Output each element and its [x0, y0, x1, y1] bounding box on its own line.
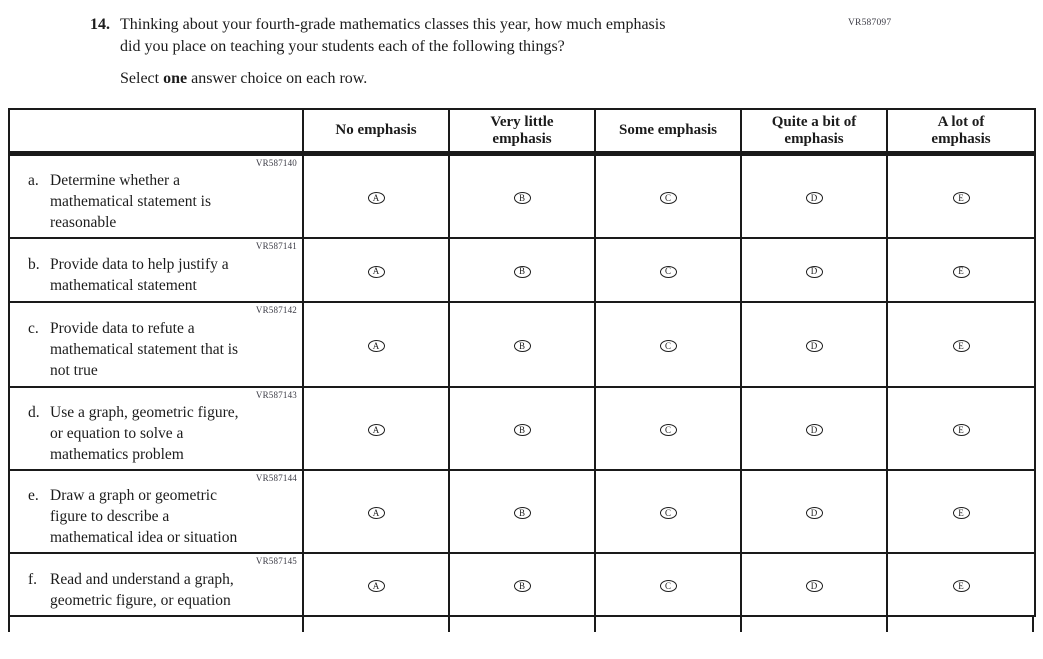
- table-row-d: VR587143 d. Use a graph, geometric figure…: [10, 388, 1034, 471]
- answer-bubble-f-E[interactable]: E: [952, 580, 970, 592]
- answer-bubble-c-C[interactable]: C: [659, 340, 677, 352]
- question-block: 14. Thinking about your fourth-grade mat…: [90, 14, 830, 58]
- answer-bubble-a-D[interactable]: D: [805, 192, 823, 204]
- row-code-e: VR587144: [255, 473, 297, 483]
- table-row-e: VR587144 e. Draw a graph or geometric fig…: [10, 471, 1034, 554]
- answer-bubble-e-A[interactable]: A: [367, 507, 385, 519]
- row-text-f: Read and understand a graph, geometric f…: [50, 570, 234, 609]
- answer-bubble-a-E[interactable]: E: [952, 192, 970, 204]
- table-row-a: VR587140 a. Determine whether a mathemati…: [10, 156, 1034, 239]
- answer-bubble-d-B[interactable]: B: [513, 424, 531, 436]
- answer-bubble-f-C[interactable]: C: [659, 580, 677, 592]
- column-header-a-lot: A lot of emphasis: [888, 110, 1034, 153]
- question-number: 14.: [90, 16, 110, 33]
- answer-bubble-a-C[interactable]: C: [659, 192, 677, 204]
- answer-bubble-c-D[interactable]: D: [805, 340, 823, 352]
- answer-bubble-c-A[interactable]: A: [367, 340, 385, 352]
- row-label-b: VR587141 b. Provide data to help justify …: [10, 239, 304, 303]
- row-letter-d: d.: [28, 404, 40, 421]
- answer-bubble-d-C[interactable]: C: [659, 424, 677, 436]
- answer-bubble-e-C[interactable]: C: [659, 507, 677, 519]
- row-letter-c: c.: [28, 320, 39, 337]
- instruction-bold-one: one: [163, 70, 188, 87]
- row-code-b: VR587141: [255, 241, 297, 251]
- emphasis-table: No emphasis Very little emphasis Some em…: [8, 108, 1036, 617]
- row-text-b: Provide data to help justify a mathemati…: [50, 256, 229, 294]
- header-row: No emphasis Very little emphasis Some em…: [10, 110, 1034, 153]
- row-letter-a: a.: [28, 172, 39, 189]
- row-code-f: VR587145: [255, 556, 297, 566]
- row-code-d: VR587143: [255, 390, 297, 400]
- answer-bubble-b-B[interactable]: B: [513, 265, 531, 278]
- row-code-c: VR587142: [255, 305, 297, 315]
- table-row-c: VR587142 c. Provide data to refute a math…: [10, 303, 1034, 388]
- answer-bubble-b-D[interactable]: D: [805, 265, 823, 278]
- answer-bubble-f-B[interactable]: B: [513, 580, 531, 592]
- answer-bubble-c-E[interactable]: E: [952, 340, 970, 352]
- answer-bubble-b-C[interactable]: C: [659, 265, 677, 278]
- table-row-f: VR587145 f. Read and understand a graph, …: [10, 554, 1034, 617]
- row-code-a: VR587140: [255, 158, 297, 168]
- answer-bubble-d-E[interactable]: E: [952, 424, 970, 436]
- row-text-c: Provide data to refute a mathematical st…: [50, 320, 239, 379]
- answer-bubble-b-A[interactable]: A: [367, 265, 385, 278]
- row-label-c: VR587142 c. Provide data to refute a math…: [10, 303, 304, 388]
- answer-bubble-d-D[interactable]: D: [805, 424, 823, 436]
- column-header-very-little: Very little emphasis: [450, 110, 596, 153]
- form-code-top: VR587097: [848, 18, 892, 28]
- header-separator: [10, 153, 1034, 156]
- row-letter-b: b.: [28, 256, 40, 273]
- answer-bubble-a-B[interactable]: B: [513, 192, 531, 204]
- instruction-text: Select one answer choice on each row.: [120, 68, 1043, 90]
- table-bottom-continuation: [8, 617, 1043, 632]
- row-label-e: VR587144 e. Draw a graph or geometric fig…: [10, 471, 304, 554]
- row-text-d: Use a graph, geometric figure, or equati…: [50, 404, 239, 463]
- row-text-a: Determine whether a mathematical stateme…: [50, 172, 211, 231]
- table-row-b: VR587141 b. Provide data to help justify …: [10, 239, 1034, 303]
- instruction-pre: Select: [120, 70, 164, 87]
- row-label-d: VR587143 d. Use a graph, geometric figure…: [10, 388, 304, 471]
- answer-bubble-b-E[interactable]: E: [952, 265, 970, 278]
- answer-bubble-e-B[interactable]: B: [513, 507, 531, 519]
- question-text: Thinking about your fourth-grade mathema…: [120, 16, 666, 55]
- answer-bubble-a-A[interactable]: A: [367, 192, 385, 204]
- column-header-no-emphasis: No emphasis: [304, 110, 450, 153]
- answer-bubble-c-B[interactable]: B: [513, 340, 531, 352]
- row-text-e: Draw a graph or geometric figure to desc…: [50, 487, 238, 546]
- row-label-f: VR587145 f. Read and understand a graph, …: [10, 554, 304, 617]
- instruction-post: answer choice on each row.: [187, 70, 368, 87]
- answer-bubble-d-A[interactable]: A: [367, 424, 385, 436]
- row-label-a: VR587140 a. Determine whether a mathemati…: [10, 156, 304, 239]
- row-letter-e: e.: [28, 487, 39, 504]
- column-header-some: Some emphasis: [596, 110, 742, 153]
- table-corner-cell: [10, 110, 304, 153]
- answer-bubble-e-E[interactable]: E: [952, 507, 970, 519]
- answer-bubble-f-D[interactable]: D: [805, 580, 823, 592]
- row-letter-f: f.: [28, 570, 38, 588]
- answer-bubble-e-D[interactable]: D: [805, 507, 823, 519]
- answer-bubble-f-A[interactable]: A: [367, 580, 385, 592]
- column-header-quite-a-bit: Quite a bit of emphasis: [742, 110, 888, 153]
